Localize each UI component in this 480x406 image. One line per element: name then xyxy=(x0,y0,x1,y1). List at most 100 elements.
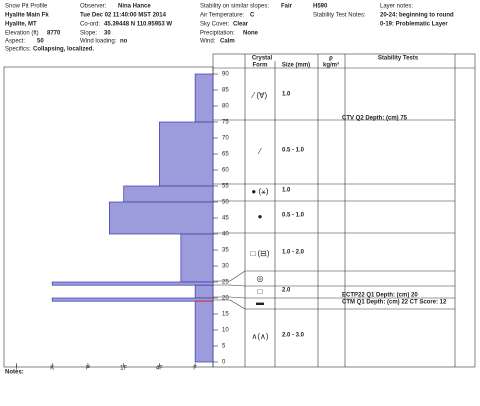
label: Wind loading: xyxy=(80,39,117,45)
x-tick-label: I xyxy=(16,366,18,372)
frame: Crystal Form Size (mm) ρ kg/m³ Stability… xyxy=(3,53,476,376)
crystal-form: ▬ xyxy=(256,298,264,307)
layer-bar xyxy=(123,185,214,203)
y-tick-label: 55 xyxy=(222,184,229,190)
y-tick-label: 5 xyxy=(222,344,226,350)
crystal-form: ⁄ xyxy=(257,147,262,156)
crystal-form: ● (⚹) xyxy=(251,187,269,196)
crystal-form: □ (⊟) xyxy=(250,249,269,258)
y-tick-label: 45 xyxy=(222,216,229,222)
y-tick-label: 50 xyxy=(222,200,229,206)
crystal-form: ◎ xyxy=(257,274,264,283)
y-tick-label: 10 xyxy=(222,328,229,334)
region: Hyalite, MT xyxy=(5,22,37,28)
layer-bar xyxy=(180,233,214,283)
column-header: ρ xyxy=(329,56,333,62)
column-header: Stability Tests xyxy=(378,56,419,62)
y-tick-label: 20 xyxy=(222,296,229,302)
y-tick-label: 80 xyxy=(222,104,229,110)
label: Sky Cover: xyxy=(200,22,230,28)
label: Wind: xyxy=(200,39,216,45)
value: Calm xyxy=(220,39,235,45)
y-tick-label: 35 xyxy=(222,248,229,254)
x-tick-label: 1F xyxy=(120,366,127,372)
y-tick-label: 30 xyxy=(222,264,229,270)
value: 50 xyxy=(37,39,44,45)
layer-bar xyxy=(194,300,214,363)
layer-bar xyxy=(51,281,214,286)
location: Hyalite Main Fk xyxy=(5,13,49,19)
crystal-size: 1.0 xyxy=(282,188,291,194)
y-tick-label: 85 xyxy=(222,88,229,94)
layer-line xyxy=(213,270,455,282)
y-tick-label: 40 xyxy=(222,232,229,238)
label: Co-ord: xyxy=(80,22,100,28)
value: 45.39448 N 110.95953 W xyxy=(104,22,172,28)
layer-note: 0-19: Problematic Layer xyxy=(380,22,448,28)
crystal-size: 1.0 - 2.0 xyxy=(282,250,305,256)
layer-bar xyxy=(159,121,214,187)
label: Elevation (ft) xyxy=(5,31,39,37)
value: Clear xyxy=(233,22,249,28)
y-tick-label: 15 xyxy=(222,312,229,318)
label: Stability on similar slopes: xyxy=(200,4,269,10)
column-header: kg/m³ xyxy=(323,62,339,69)
stability-test: ECTP22 Q1 Depth: (cm) 20 xyxy=(342,293,418,299)
crystal-form: ∧(∧) xyxy=(251,332,268,341)
hardness-profile xyxy=(51,73,214,363)
value: Fair xyxy=(281,4,293,10)
label: Layer notes: xyxy=(380,4,413,10)
label: Air Temperature: xyxy=(200,13,245,19)
date: Tue Dec 02 11:40:00 MST 2014 xyxy=(80,13,167,19)
column-header: Crystal xyxy=(252,56,273,62)
label: Specifics: xyxy=(5,47,31,53)
value: C xyxy=(250,13,255,19)
y-tick-label: 65 xyxy=(222,152,229,158)
crystal-size: 0.5 - 1.0 xyxy=(282,148,305,154)
stability-test: CTM Q1 Depth: (cm) 22 CT Score: 12 xyxy=(342,300,447,306)
label: Slope: xyxy=(80,31,97,37)
y-tick-label: 75 xyxy=(222,120,229,126)
x-tick-label: K xyxy=(50,366,54,372)
stability-test: CTV Q2 Depth: (cm) 75 xyxy=(342,116,408,122)
crystal-size: 2.0 xyxy=(282,288,291,294)
x-tick-label: 4F xyxy=(156,366,163,372)
layer-bar xyxy=(194,284,214,299)
value: 30 xyxy=(104,31,111,37)
table-frame xyxy=(212,53,476,368)
value: None xyxy=(243,31,259,37)
header: Snow Pit Profile Hyalite Main Fk Hyalite… xyxy=(5,4,454,53)
crystal-form: □ xyxy=(258,287,263,296)
crystal-size: 1.0 xyxy=(282,92,291,98)
code: H590 xyxy=(313,4,328,10)
column-header: Size (mm) xyxy=(282,63,310,69)
label: Precipitation: xyxy=(200,31,235,37)
layer-lines xyxy=(213,119,455,310)
y-tick-label: 70 xyxy=(222,136,229,142)
y-tick-label: 0 xyxy=(222,360,226,366)
label: Aspect: xyxy=(5,39,25,45)
crystal-form: ⁄ (∀) xyxy=(251,91,268,100)
title: Snow Pit Profile xyxy=(5,4,48,10)
crystal-size: 2.0 - 3.0 xyxy=(282,333,305,339)
y-tick-label: 25 xyxy=(222,280,229,286)
layer-line xyxy=(213,296,455,299)
notes-label: Notes: xyxy=(5,370,24,376)
layer-line xyxy=(213,299,455,310)
x-tick-label: P xyxy=(86,366,90,372)
value: Collapsing, localized. xyxy=(33,47,94,53)
value: Nina Hance xyxy=(118,4,151,10)
label: Stability Test Notes: xyxy=(313,13,366,19)
value: no xyxy=(120,39,128,45)
layer-bar xyxy=(51,297,214,302)
y-tick-label: 60 xyxy=(222,168,229,174)
label: Observer: xyxy=(80,4,107,10)
layer-note: 20-24: beginning to round xyxy=(380,13,454,19)
x-tick-label: F xyxy=(193,366,197,372)
value: 8770 xyxy=(47,31,61,37)
crystal-form: ● xyxy=(258,212,263,221)
column-header: Form xyxy=(253,63,268,69)
layer-bar xyxy=(194,73,214,123)
layer-line xyxy=(213,284,455,287)
